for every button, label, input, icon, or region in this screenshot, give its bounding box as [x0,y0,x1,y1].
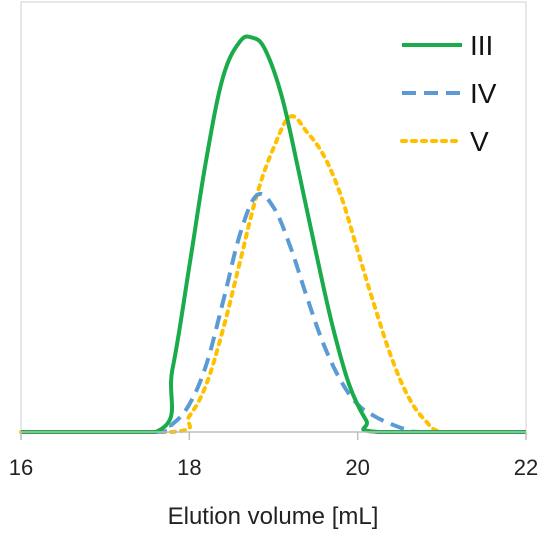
x-tick-label: 20 [345,455,369,480]
series-lines [19,34,526,435]
legend-label-iv: IV [470,78,497,109]
x-tick-label: 16 [9,455,33,480]
series-line-iii [20,34,526,435]
legend-label-iii: III [470,30,493,61]
legend: III IV V [400,30,497,157]
x-ticks: 16 18 20 22 [9,432,538,480]
x-tick-label: 18 [177,455,201,480]
legend-label-v: V [470,126,489,157]
x-tick-label: 22 [514,455,538,480]
x-axis-label: Elution volume [mL] [168,503,379,530]
series-line-v [19,114,486,435]
series-line-iv [20,191,526,435]
